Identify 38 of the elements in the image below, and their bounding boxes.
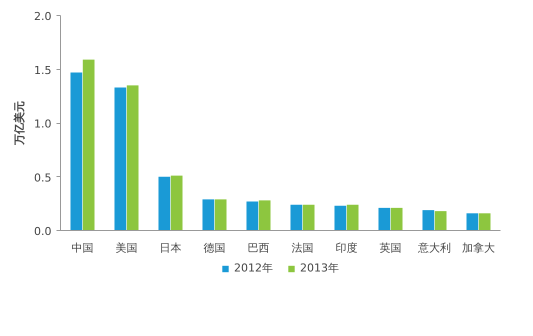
y-tick-label: 1.5 <box>34 64 52 77</box>
x-tick-label: 法国 <box>292 242 314 254</box>
bar <box>70 72 82 230</box>
bar <box>202 199 214 230</box>
y-axis-title: 万亿美元 <box>13 101 26 146</box>
y-tick-label: 2.0 <box>34 10 52 23</box>
bar <box>422 210 434 230</box>
bar <box>114 88 126 230</box>
bar <box>346 204 359 230</box>
x-tick-label: 德国 <box>204 242 226 254</box>
bar <box>434 211 447 230</box>
x-tick-label: 中国 <box>72 242 94 254</box>
x-tick-label: 日本 <box>160 242 182 254</box>
bar <box>158 176 170 230</box>
x-tick-label: 美国 <box>116 242 138 254</box>
bar <box>258 200 271 230</box>
x-tick-label: 英国 <box>380 242 402 254</box>
y-tick-label: 0.0 <box>34 225 52 238</box>
x-tick-label: 印度 <box>336 242 358 254</box>
bar <box>378 208 390 230</box>
bar <box>478 213 491 230</box>
legend-label: 2012年 <box>234 260 273 276</box>
bar <box>290 204 302 230</box>
legend-label: 2013年 <box>300 260 339 276</box>
bar <box>390 208 403 230</box>
x-tick-label: 加拿大 <box>462 242 495 254</box>
bar <box>82 60 95 230</box>
bar <box>214 199 227 230</box>
bar <box>170 176 183 230</box>
bar <box>466 213 478 230</box>
bar <box>246 201 258 230</box>
y-tick-label: 1.0 <box>34 118 52 130</box>
y-tick-label: 0.5 <box>34 171 52 184</box>
bar <box>302 204 315 230</box>
bar <box>334 206 346 230</box>
x-tick-label: 巴西 <box>248 242 270 254</box>
bar <box>126 85 139 230</box>
x-tick-label: 意大利 <box>417 242 451 254</box>
